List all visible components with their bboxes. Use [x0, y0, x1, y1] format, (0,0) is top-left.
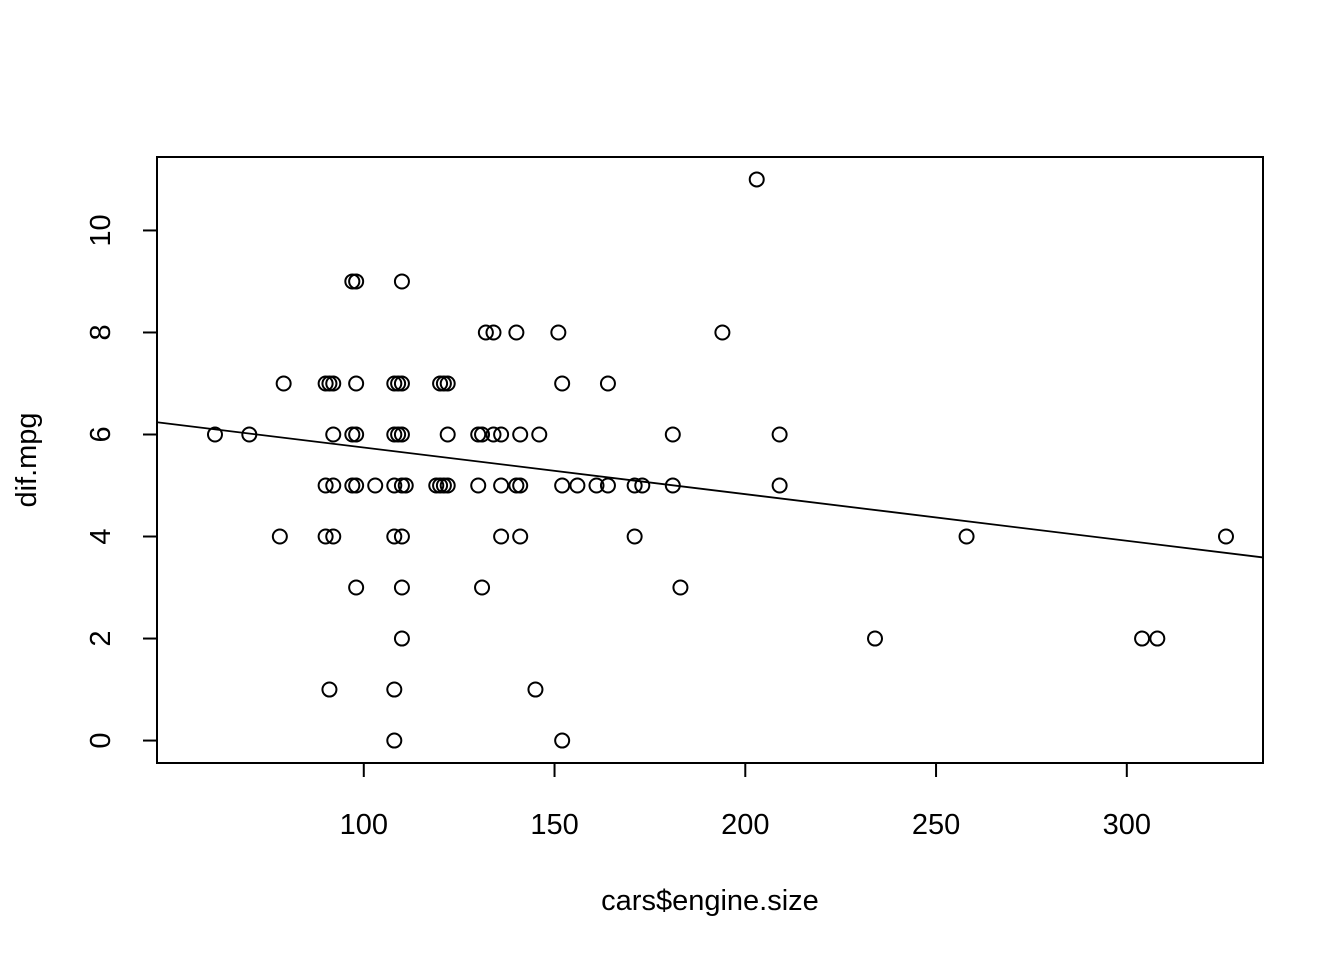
data-point — [325, 375, 342, 392]
data-point — [493, 426, 510, 443]
points-layer — [206, 171, 1234, 749]
data-point — [664, 426, 681, 443]
data-point — [474, 426, 491, 443]
data-point — [271, 528, 288, 545]
data-point — [1134, 630, 1151, 647]
data-point — [1149, 630, 1166, 647]
data-point — [493, 528, 510, 545]
x-axis-label: cars$engine.size — [601, 885, 819, 917]
data-point — [367, 477, 384, 494]
data-point — [317, 528, 334, 545]
data-point — [474, 579, 491, 596]
y-tick-label: 2 — [85, 630, 117, 646]
data-point — [393, 630, 410, 647]
regression-layer — [156, 421, 1264, 559]
data-point — [626, 528, 643, 545]
data-point — [348, 426, 365, 443]
data-point — [554, 732, 571, 749]
data-point — [206, 426, 223, 443]
data-point — [386, 681, 403, 698]
data-point — [771, 426, 788, 443]
data-point — [550, 324, 567, 341]
data-point — [275, 375, 292, 392]
data-point — [485, 324, 502, 341]
y-tick-label: 10 — [85, 214, 117, 246]
data-point — [771, 477, 788, 494]
data-point — [386, 732, 403, 749]
data-point — [321, 681, 338, 698]
data-point — [390, 375, 407, 392]
data-point — [1217, 528, 1234, 545]
data-point — [325, 477, 342, 494]
x-tick-label: 250 — [912, 809, 960, 841]
x-tick-label: 150 — [530, 809, 578, 841]
data-point — [439, 426, 456, 443]
data-point — [554, 477, 571, 494]
data-point — [470, 477, 487, 494]
data-point — [439, 375, 456, 392]
data-point — [867, 630, 884, 647]
plot-frame — [156, 156, 1264, 764]
x-tick-label: 300 — [1103, 809, 1151, 841]
regression-line — [156, 421, 1264, 559]
data-point — [512, 528, 529, 545]
data-point — [512, 426, 529, 443]
data-point — [393, 273, 410, 290]
data-point — [634, 477, 651, 494]
data-point — [958, 528, 975, 545]
y-axis: 0 2 4 6 8 10 — [85, 214, 158, 749]
data-point — [348, 375, 365, 392]
data-point — [626, 477, 643, 494]
data-point — [569, 477, 586, 494]
data-point — [348, 273, 365, 290]
data-point — [397, 477, 414, 494]
y-tick-label: 4 — [85, 528, 117, 544]
data-point — [588, 477, 605, 494]
data-point — [348, 477, 365, 494]
data-point — [386, 477, 403, 494]
data-point — [531, 426, 548, 443]
x-tick-label: 100 — [340, 809, 388, 841]
data-point — [390, 426, 407, 443]
data-point — [672, 579, 689, 596]
data-point — [508, 324, 525, 341]
data-point — [477, 324, 494, 341]
data-point — [527, 681, 544, 698]
data-point — [512, 477, 529, 494]
data-point — [493, 477, 510, 494]
y-axis-label: dif.mpg — [11, 412, 43, 507]
y-tick-label: 0 — [85, 732, 117, 748]
x-tick-label: 200 — [721, 809, 769, 841]
data-point — [599, 477, 616, 494]
data-point — [599, 375, 616, 392]
data-point — [348, 579, 365, 596]
data-point — [485, 426, 502, 443]
data-point — [428, 477, 445, 494]
y-tick-label: 8 — [85, 324, 117, 340]
data-point — [317, 477, 334, 494]
data-point — [554, 375, 571, 392]
data-point — [386, 528, 403, 545]
y-tick-label: 6 — [85, 426, 117, 442]
data-point — [748, 171, 765, 188]
data-point — [439, 477, 456, 494]
x-axis: 100 150 200 250 300 — [340, 762, 1151, 841]
data-point — [714, 324, 731, 341]
data-point — [325, 528, 342, 545]
data-point — [393, 579, 410, 596]
data-point — [393, 528, 410, 545]
data-point — [325, 426, 342, 443]
